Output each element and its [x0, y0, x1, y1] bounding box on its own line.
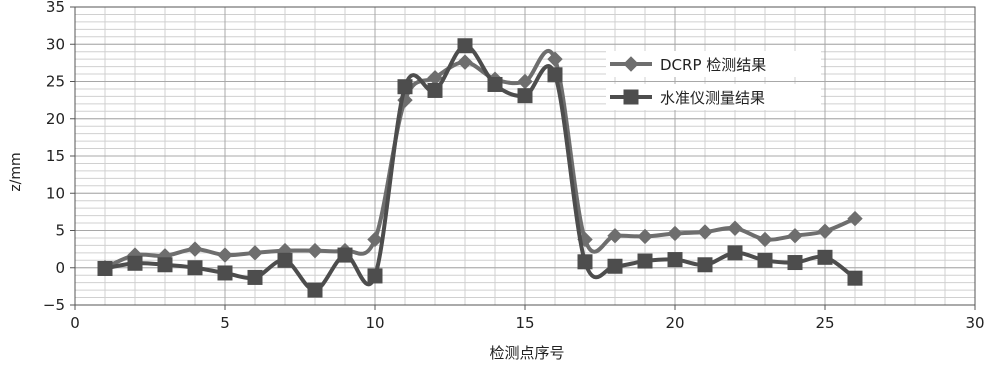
- data-point: [457, 54, 473, 70]
- data-point: [337, 247, 353, 263]
- data-point: [847, 210, 863, 227]
- x-tick-label: 0: [70, 314, 80, 332]
- y-tick-label: 35: [46, 0, 65, 16]
- legend-item-2: 水准仪测量结果: [606, 84, 821, 110]
- legend-label: 水准仪测量结果: [660, 89, 765, 107]
- legend-marker: [623, 56, 639, 72]
- data-point: [427, 82, 443, 98]
- y-tick-label: 15: [46, 147, 65, 165]
- data-point: [517, 88, 533, 104]
- data-point: [247, 269, 263, 285]
- y-tick-label: 20: [46, 110, 65, 128]
- series-layer: [97, 38, 863, 298]
- data-point: [367, 231, 383, 248]
- data-point: [397, 79, 413, 95]
- data-point: [637, 253, 653, 269]
- data-point: [217, 247, 233, 263]
- series-line: [104, 49, 856, 270]
- y-tick-label: 5: [55, 222, 65, 240]
- x-tick-label: 10: [365, 314, 384, 332]
- x-tick-label: 15: [515, 314, 534, 332]
- data-point: [607, 228, 623, 244]
- y-axis-title: z/mm: [8, 152, 24, 191]
- data-point: [367, 268, 383, 284]
- data-point: [97, 260, 113, 276]
- data-point: [547, 67, 563, 83]
- data-point: [277, 252, 293, 268]
- data-point: [577, 254, 593, 270]
- x-tick-labels: 0 5 10 15 20 25 30: [70, 314, 984, 332]
- y-tick-labels: −5 0 5 10 15 20 25 30 35: [43, 0, 65, 314]
- data-point: [787, 255, 803, 271]
- series-line: [104, 43, 857, 293]
- data-point: [457, 38, 473, 54]
- legend-item-1: DCRP 检测结果: [606, 51, 821, 77]
- data-point: [667, 225, 683, 242]
- y-tick-label: −5: [43, 296, 65, 314]
- data-point: [787, 228, 803, 244]
- series-2: [97, 38, 863, 298]
- y-tick-label: 0: [55, 259, 65, 277]
- y-tick-label: 10: [46, 184, 65, 202]
- data-point: [667, 252, 683, 268]
- x-tick-label: 5: [220, 314, 230, 332]
- data-point: [697, 224, 713, 240]
- data-point: [127, 255, 143, 271]
- data-point: [757, 252, 773, 268]
- y-tick-label: 25: [46, 73, 65, 91]
- x-tick-label: 20: [665, 314, 684, 332]
- data-point: [307, 242, 323, 259]
- data-point: [217, 265, 233, 281]
- axes: [70, 6, 976, 310]
- y-tick-label: 30: [46, 35, 65, 53]
- x-tick-label: 30: [965, 314, 984, 332]
- data-point: [607, 258, 623, 274]
- legend-label: DCRP 检测结果: [660, 56, 766, 74]
- data-point: [247, 245, 263, 261]
- legend-marker: [623, 89, 639, 105]
- data-point: [487, 76, 503, 92]
- data-point: [727, 245, 743, 261]
- x-tick-label: 25: [815, 314, 834, 332]
- data-point: [757, 231, 773, 248]
- data-point: [847, 270, 863, 286]
- data-point: [187, 241, 203, 257]
- data-point: [187, 260, 203, 276]
- data-point: [817, 249, 833, 265]
- data-point: [157, 257, 173, 273]
- data-point: [697, 257, 713, 273]
- x-axis-title: 检测点序号: [489, 344, 564, 362]
- data-point: [307, 282, 323, 298]
- data-point: [817, 223, 833, 239]
- data-point: [727, 220, 743, 236]
- data-point: [547, 51, 563, 67]
- data-point: [637, 228, 653, 245]
